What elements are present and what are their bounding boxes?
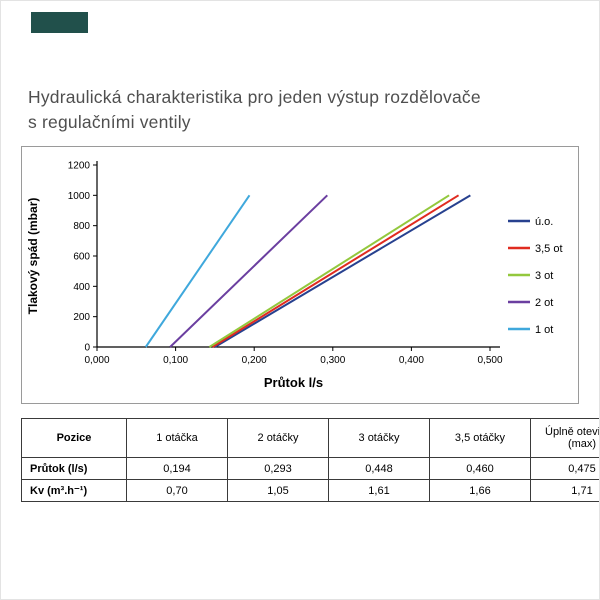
legend-label-3,5 ot: 3,5 ot	[535, 243, 563, 255]
hydraulic-chart: 0 200 400 600 800 1000 1200 0,000 0,100 0,200 0,30…	[21, 146, 579, 404]
y-tick-label: 200	[73, 312, 90, 323]
y-tick-label: 800	[73, 221, 90, 232]
series-line-3,5 ot	[212, 194, 460, 348]
y-tick-label: 600	[73, 252, 90, 263]
series-line-2 ot	[169, 194, 328, 348]
chart-svg: 0 200 400 600 800 1000 1200 0,000 0,100 0,200 0,30…	[26, 161, 563, 391]
x-axis-label: Průtok l/s	[264, 375, 323, 390]
y-axis-label: Tlakový spád (mbar)	[26, 198, 40, 315]
series-line-ú.o.	[214, 194, 471, 348]
table-row: Kv (m³.h⁻¹) 0,70 1,05 1,61 1,66 1,71	[21, 479, 599, 502]
x-tick-label: 0,300	[320, 355, 345, 366]
table-cell: 1,61	[328, 479, 430, 502]
legend-label-ú.o.: ú.o.	[535, 216, 553, 228]
table-cell: 1,05	[227, 479, 329, 502]
table-header-cell: 3,5 otáčky	[429, 418, 531, 458]
legend-label-2 ot: 2 ot	[535, 297, 553, 309]
table-cell: 0,293	[227, 457, 329, 480]
legend-label-3 ot: 3 ot	[535, 270, 553, 282]
y-tick-label: 400	[73, 282, 90, 293]
page-title-line2: s regulačními ventily	[28, 112, 191, 132]
table-body: Průtok (l/s) 0,194 0,293 0,448 0,460 0,475 Kv …	[21, 457, 599, 502]
table-cell: 0,460	[429, 457, 531, 480]
page-title-line1: Hydraulická charakteristika pro jeden vý…	[28, 87, 481, 107]
table-header-row: Pozice 1 otáčka 2 otáčky 3 otáčky 3,5 otáčky…	[21, 418, 599, 458]
table-header-cell: 1 otáčka	[126, 418, 228, 458]
table-row: Průtok (l/s) 0,194 0,293 0,448 0,460 0,475	[21, 457, 599, 480]
table-cell: 0,448	[328, 457, 430, 480]
x-tick-label: 0,200	[242, 355, 267, 366]
table-header: Pozice 1 otáčka 2 otáčky 3 otáčky 3,5 otáčky…	[21, 418, 599, 458]
series-line-1 ot	[144, 194, 251, 348]
table-cell: 1,66	[429, 479, 531, 502]
y-tick-label: 1000	[68, 191, 91, 202]
y-tick-label: 1200	[68, 161, 91, 172]
table-header-cell: Úplně otevřený (max)	[530, 418, 599, 458]
legend-label-1 ot: 1 ot	[535, 324, 553, 336]
table-header-cell: 3 otáčky	[328, 418, 430, 458]
table-row-label: Průtok (l/s)	[21, 457, 127, 480]
table-cell: 0,475	[530, 457, 599, 480]
table-cell: 0,194	[126, 457, 228, 480]
corner-logo-block	[31, 12, 88, 33]
x-tick-label: 0,400	[399, 355, 424, 366]
y-tick-label: 0	[84, 343, 90, 354]
series-line-3 ot	[208, 194, 450, 348]
table-cell: 1,71	[530, 479, 599, 502]
table-header-cell: Pozice	[21, 418, 127, 458]
table-cell: 0,70	[126, 479, 228, 502]
valve-data-table: Pozice 1 otáčka 2 otáčky 3 otáčky 3,5 otáčky…	[21, 418, 599, 502]
table-header-cell: 2 otáčky	[227, 418, 329, 458]
x-tick-label: 0,500	[477, 355, 502, 366]
x-tick-label: 0,100	[163, 355, 188, 366]
page-title: Hydraulická charakteristika pro jeden vý…	[28, 85, 481, 135]
chart-canvas-holder: 0 200 400 600 800 1000 1200 0,000 0,100 0,200 0,30…	[22, 147, 578, 408]
table-row-label: Kv (m³.h⁻¹)	[21, 479, 127, 502]
x-tick-label: 0,000	[84, 355, 109, 366]
